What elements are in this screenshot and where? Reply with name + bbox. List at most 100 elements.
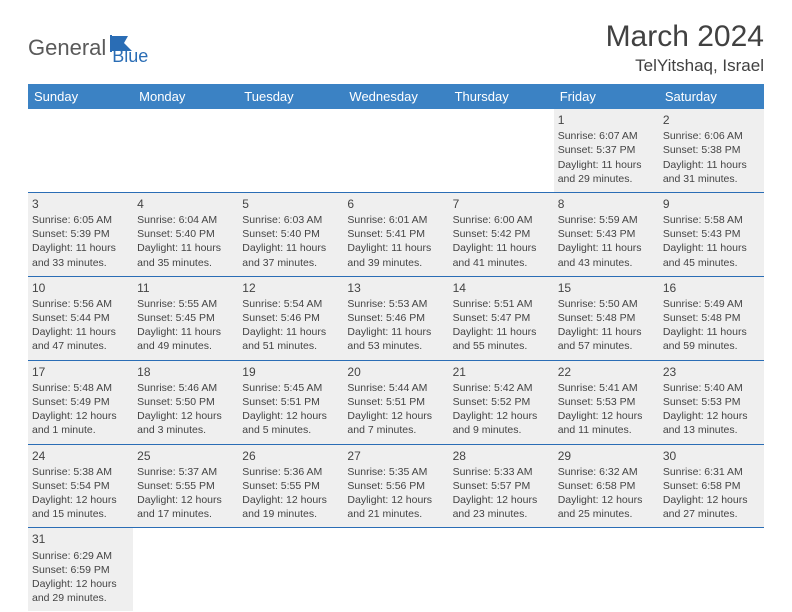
day-info-line: Sunrise: 5:54 AM	[242, 297, 339, 311]
day-info-line: Sunset: 5:40 PM	[242, 227, 339, 241]
day-info-line: Sunset: 6:58 PM	[663, 479, 760, 493]
day-info-line: Daylight: 12 hours	[558, 493, 655, 507]
day-number: 3	[32, 196, 129, 212]
day-header: Wednesday	[343, 84, 448, 109]
day-info-line: Sunrise: 5:38 AM	[32, 465, 129, 479]
day-info-line: and 5 minutes.	[242, 423, 339, 437]
calendar-week-row: 3Sunrise: 6:05 AMSunset: 5:39 PM Daylight…	[28, 192, 764, 276]
calendar-cell	[343, 109, 448, 192]
calendar-table: Sunday Monday Tuesday Wednesday Thursday…	[28, 84, 764, 611]
day-info-line: and 11 minutes.	[558, 423, 655, 437]
day-info-line: and 19 minutes.	[242, 507, 339, 521]
calendar-cell: 7Sunrise: 6:00 AMSunset: 5:42 PMDaylight…	[449, 192, 554, 276]
day-info-line: and 17 minutes.	[137, 507, 234, 521]
day-info-line: Sunrise: 5:42 AM	[453, 381, 550, 395]
calendar-cell: 15Sunrise: 5:50 AMSunset: 5:48 PMDayligh…	[554, 276, 659, 360]
day-info-line: and 51 minutes.	[242, 339, 339, 353]
calendar-cell	[133, 528, 238, 611]
day-info-line: Sunrise: 5:35 AM	[347, 465, 444, 479]
day-number: 15	[558, 280, 655, 296]
day-info-line: and 29 minutes.	[558, 172, 655, 186]
calendar-cell: 9Sunrise: 5:58 AMSunset: 5:43 PMDaylight…	[659, 192, 764, 276]
day-number: 9	[663, 196, 760, 212]
calendar-cell: 11Sunrise: 5:55 AMSunset: 5:45 PMDayligh…	[133, 276, 238, 360]
day-info-line: Sunset: 5:39 PM	[32, 227, 129, 241]
day-info-line: Sunset: 5:43 PM	[663, 227, 760, 241]
day-info-line: Sunset: 5:55 PM	[137, 479, 234, 493]
calendar-cell: 27Sunrise: 5:35 AMSunset: 5:56 PMDayligh…	[343, 444, 448, 528]
day-info-line: and 7 minutes.	[347, 423, 444, 437]
day-info-line: Sunset: 5:54 PM	[32, 479, 129, 493]
day-info-line: Sunset: 5:44 PM	[32, 311, 129, 325]
day-info-line: Sunrise: 5:49 AM	[663, 297, 760, 311]
day-info-line: Sunrise: 5:50 AM	[558, 297, 655, 311]
day-info-line: Sunset: 5:52 PM	[453, 395, 550, 409]
day-number: 10	[32, 280, 129, 296]
day-number: 4	[137, 196, 234, 212]
day-info-line: Daylight: 11 hours	[663, 325, 760, 339]
day-number: 28	[453, 448, 550, 464]
day-info-line: Sunrise: 5:59 AM	[558, 213, 655, 227]
day-info-line: Sunrise: 6:29 AM	[32, 549, 129, 563]
day-info-line: Daylight: 11 hours	[347, 325, 444, 339]
day-info-line: Sunrise: 6:05 AM	[32, 213, 129, 227]
day-info-line: Sunrise: 5:48 AM	[32, 381, 129, 395]
calendar-cell	[238, 109, 343, 192]
day-number: 19	[242, 364, 339, 380]
calendar-cell: 18Sunrise: 5:46 AMSunset: 5:50 PMDayligh…	[133, 360, 238, 444]
calendar-cell: 12Sunrise: 5:54 AMSunset: 5:46 PMDayligh…	[238, 276, 343, 360]
day-info-line: and 53 minutes.	[347, 339, 444, 353]
day-info-line: Sunset: 5:48 PM	[663, 311, 760, 325]
calendar-cell: 28Sunrise: 5:33 AMSunset: 5:57 PMDayligh…	[449, 444, 554, 528]
day-info-line: Sunset: 5:40 PM	[137, 227, 234, 241]
day-number: 18	[137, 364, 234, 380]
day-info-line: and 37 minutes.	[242, 256, 339, 270]
day-info-line: Daylight: 12 hours	[558, 409, 655, 423]
day-info-line: Daylight: 12 hours	[32, 409, 129, 423]
day-info-line: Sunrise: 6:03 AM	[242, 213, 339, 227]
day-info-line: Sunrise: 6:06 AM	[663, 129, 760, 143]
day-info-line: Sunset: 5:47 PM	[453, 311, 550, 325]
day-info-line: Sunrise: 5:58 AM	[663, 213, 760, 227]
calendar-cell: 31Sunrise: 6:29 AMSunset: 6:59 PMDayligh…	[28, 528, 133, 611]
day-info-line: and 3 minutes.	[137, 423, 234, 437]
day-info-line: Sunrise: 5:33 AM	[453, 465, 550, 479]
day-info-line: and 15 minutes.	[32, 507, 129, 521]
day-info-line: Daylight: 12 hours	[242, 409, 339, 423]
calendar-cell: 17Sunrise: 5:48 AMSunset: 5:49 PMDayligh…	[28, 360, 133, 444]
calendar-cell: 10Sunrise: 5:56 AMSunset: 5:44 PMDayligh…	[28, 276, 133, 360]
day-number: 20	[347, 364, 444, 380]
logo-text-blue: Blue	[112, 28, 148, 67]
day-info-line: and 1 minute.	[32, 423, 129, 437]
day-header: Thursday	[449, 84, 554, 109]
day-info-line: Sunrise: 5:36 AM	[242, 465, 339, 479]
day-info-line: Sunset: 5:50 PM	[137, 395, 234, 409]
calendar-cell: 13Sunrise: 5:53 AMSunset: 5:46 PMDayligh…	[343, 276, 448, 360]
day-info-line: Sunset: 5:37 PM	[558, 143, 655, 157]
day-info-line: Sunrise: 5:37 AM	[137, 465, 234, 479]
day-info-line: Daylight: 12 hours	[32, 577, 129, 591]
day-info-line: and 59 minutes.	[663, 339, 760, 353]
day-info-line: and 49 minutes.	[137, 339, 234, 353]
day-number: 6	[347, 196, 444, 212]
day-info-line: Daylight: 11 hours	[137, 241, 234, 255]
day-info-line: Sunrise: 5:40 AM	[663, 381, 760, 395]
day-number: 13	[347, 280, 444, 296]
day-info-line: Sunset: 5:51 PM	[242, 395, 339, 409]
calendar-cell: 25Sunrise: 5:37 AMSunset: 5:55 PMDayligh…	[133, 444, 238, 528]
day-info-line: Sunset: 5:56 PM	[347, 479, 444, 493]
day-number: 14	[453, 280, 550, 296]
day-info-line: Sunset: 5:53 PM	[663, 395, 760, 409]
calendar-cell	[449, 528, 554, 611]
day-info-line: Daylight: 11 hours	[453, 241, 550, 255]
calendar-week-row: 31Sunrise: 6:29 AMSunset: 6:59 PMDayligh…	[28, 528, 764, 611]
calendar-header-row: Sunday Monday Tuesday Wednesday Thursday…	[28, 84, 764, 109]
day-info-line: Sunrise: 6:01 AM	[347, 213, 444, 227]
day-info-line: Sunrise: 5:41 AM	[558, 381, 655, 395]
day-info-line: Daylight: 12 hours	[242, 493, 339, 507]
day-info-line: and 43 minutes.	[558, 256, 655, 270]
day-header: Saturday	[659, 84, 764, 109]
day-info-line: and 45 minutes.	[663, 256, 760, 270]
day-info-line: Daylight: 12 hours	[453, 493, 550, 507]
day-number: 29	[558, 448, 655, 464]
